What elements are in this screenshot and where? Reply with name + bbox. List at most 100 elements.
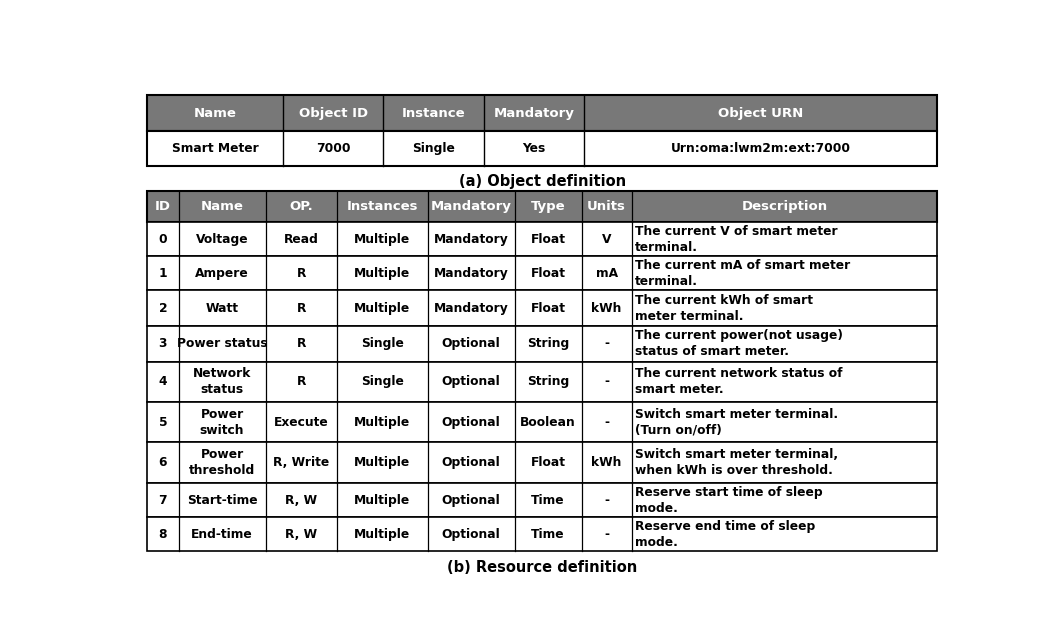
Text: V: V <box>602 233 612 246</box>
Text: 7000: 7000 <box>316 142 350 154</box>
Text: 1: 1 <box>159 267 167 280</box>
Text: Multiple: Multiple <box>354 267 411 280</box>
Text: Type: Type <box>531 200 565 213</box>
Text: Instance: Instance <box>402 106 466 120</box>
Text: Single: Single <box>361 337 403 350</box>
Text: R, Write: R, Write <box>273 456 329 469</box>
Text: Units: Units <box>587 200 626 213</box>
Text: Object ID: Object ID <box>298 106 368 120</box>
Text: The current mA of smart meter
terminal.: The current mA of smart meter terminal. <box>635 259 850 288</box>
Text: Yes: Yes <box>523 142 546 154</box>
Text: Mandatory: Mandatory <box>434 302 509 315</box>
Text: Optional: Optional <box>441 337 500 350</box>
Text: Mandatory: Mandatory <box>493 106 574 120</box>
Text: R: R <box>296 267 306 280</box>
Bar <box>147 222 937 256</box>
Bar <box>147 442 937 483</box>
Text: Time: Time <box>531 494 565 506</box>
Text: 8: 8 <box>159 528 167 541</box>
Text: kWh: kWh <box>591 456 622 469</box>
Text: Reserve end time of sleep
mode.: Reserve end time of sleep mode. <box>635 520 815 549</box>
Text: ID: ID <box>154 200 170 213</box>
Text: Object URN: Object URN <box>718 106 803 120</box>
Text: Multiple: Multiple <box>354 416 411 429</box>
Text: Mandatory: Mandatory <box>431 200 511 213</box>
Text: The current V of smart meter
terminal.: The current V of smart meter terminal. <box>635 225 838 254</box>
Text: Optional: Optional <box>441 528 500 541</box>
Text: Urn:oma:lwm2m:ext:7000: Urn:oma:lwm2m:ext:7000 <box>671 142 851 154</box>
Text: mA: mA <box>596 267 618 280</box>
Text: Instances: Instances <box>346 200 418 213</box>
Text: 7: 7 <box>159 494 167 506</box>
Text: Optional: Optional <box>441 416 500 429</box>
Text: 6: 6 <box>159 456 167 469</box>
Bar <box>147 402 937 442</box>
Text: Float: Float <box>531 456 566 469</box>
Text: OP.: OP. <box>289 200 313 213</box>
Text: Multiple: Multiple <box>354 456 411 469</box>
Text: -: - <box>604 528 609 541</box>
Text: 4: 4 <box>159 375 167 388</box>
Text: -: - <box>604 494 609 506</box>
Text: Float: Float <box>531 267 566 280</box>
Text: (b) Resource definition: (b) Resource definition <box>448 560 637 575</box>
Text: Multiple: Multiple <box>354 233 411 246</box>
Bar <box>147 291 937 326</box>
Text: Start-time: Start-time <box>187 494 257 506</box>
Text: R, W: R, W <box>285 528 317 541</box>
Text: Power
threshold: Power threshold <box>189 448 255 477</box>
Text: Optional: Optional <box>441 375 500 388</box>
Text: Time: Time <box>531 528 565 541</box>
Text: Name: Name <box>194 106 236 120</box>
Text: Mandatory: Mandatory <box>434 233 509 246</box>
Bar <box>147 517 937 551</box>
Text: Smart Meter: Smart Meter <box>171 142 258 154</box>
Text: Mandatory: Mandatory <box>434 267 509 280</box>
Text: -: - <box>604 416 609 429</box>
Text: Optional: Optional <box>441 494 500 506</box>
Text: The current power(not usage)
status of smart meter.: The current power(not usage) status of s… <box>635 329 843 358</box>
Text: Optional: Optional <box>441 456 500 469</box>
Text: Execute: Execute <box>274 416 329 429</box>
Text: 5: 5 <box>159 416 167 429</box>
Text: R: R <box>296 302 306 315</box>
Text: Single: Single <box>361 375 403 388</box>
Text: kWh: kWh <box>591 302 622 315</box>
Text: String: String <box>527 337 569 350</box>
Bar <box>147 130 937 166</box>
Text: Multiple: Multiple <box>354 528 411 541</box>
Text: -: - <box>604 337 609 350</box>
Text: Power
switch: Power switch <box>200 408 244 437</box>
Text: Read: Read <box>284 233 318 246</box>
Text: -: - <box>604 375 609 388</box>
Bar <box>147 256 937 291</box>
Text: End-time: End-time <box>191 528 253 541</box>
Text: Voltage: Voltage <box>196 233 249 246</box>
Text: R, W: R, W <box>285 494 317 506</box>
Text: Ampere: Ampere <box>196 267 249 280</box>
Text: Boolean: Boolean <box>521 416 576 429</box>
Text: 2: 2 <box>159 302 167 315</box>
Text: Switch smart meter terminal,
when kWh is over threshold.: Switch smart meter terminal, when kWh is… <box>635 448 838 477</box>
Text: Multiple: Multiple <box>354 302 411 315</box>
Text: (a) Object definition: (a) Object definition <box>459 175 625 189</box>
Text: Switch smart meter terminal.
(Turn on/off): Switch smart meter terminal. (Turn on/of… <box>635 408 838 437</box>
Text: Single: Single <box>413 142 455 154</box>
Text: Multiple: Multiple <box>354 494 411 506</box>
Bar <box>147 326 937 361</box>
Text: Reserve start time of sleep
mode.: Reserve start time of sleep mode. <box>635 486 822 515</box>
Bar <box>147 191 937 222</box>
Text: 3: 3 <box>159 337 167 350</box>
Text: Float: Float <box>531 233 566 246</box>
Text: Name: Name <box>201 200 243 213</box>
Text: R: R <box>296 375 306 388</box>
Text: Description: Description <box>742 200 827 213</box>
Bar <box>147 483 937 517</box>
Text: The current kWh of smart
meter terminal.: The current kWh of smart meter terminal. <box>635 294 813 323</box>
Text: Power status: Power status <box>177 337 268 350</box>
Bar <box>147 361 937 402</box>
Text: The current network status of
smart meter.: The current network status of smart mete… <box>635 367 842 396</box>
Text: Network
status: Network status <box>193 367 252 396</box>
Text: 0: 0 <box>159 233 167 246</box>
Text: String: String <box>527 375 569 388</box>
